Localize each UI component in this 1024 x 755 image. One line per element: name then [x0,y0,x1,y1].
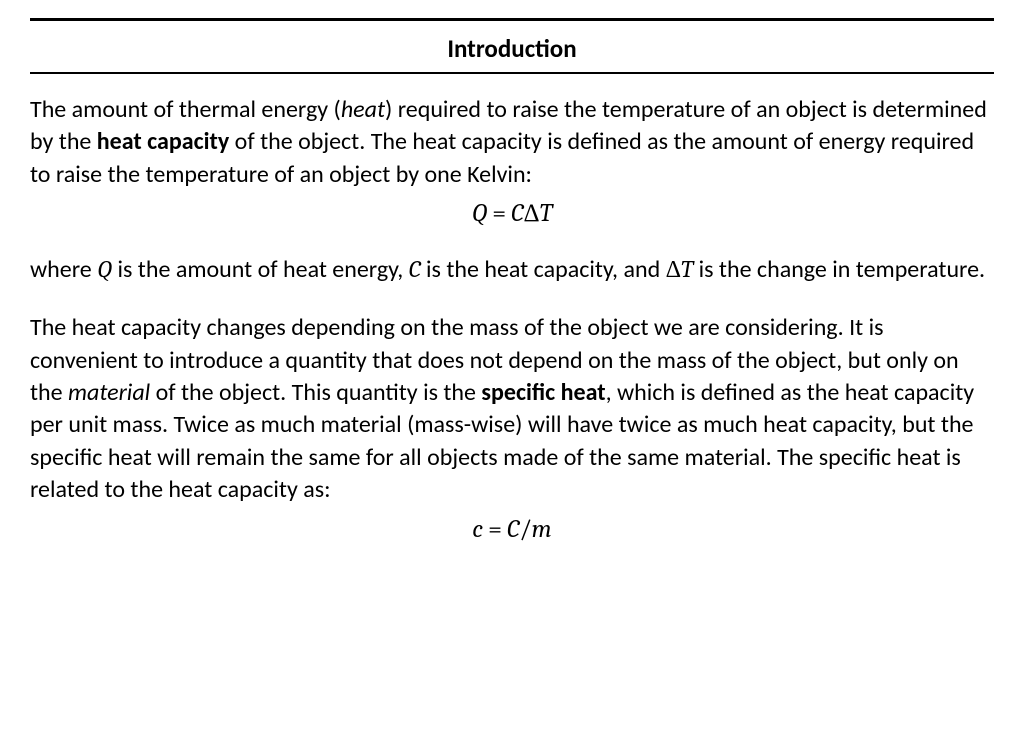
math-op-equals: = [483,515,507,544]
math-var-C2: C [507,515,519,544]
equation-1: Q=CΔT [30,197,994,231]
text: is the change in temperature. [693,255,985,284]
rule-under-title [30,72,994,74]
text: where [30,255,97,284]
text: is the amount of heat energy, [112,255,409,284]
math-var-T-inline: T [681,255,693,283]
italic-term-heat: heat [341,95,385,124]
math-delta: Δ [524,199,540,228]
math-var-Q-inline: Q [97,255,112,283]
bold-term-heat-capacity: heat capacity [97,127,229,156]
text: The amount of thermal energy ( [30,95,341,124]
paragraph-1: The amount of thermal energy (heat) requ… [30,94,994,191]
math-var-Q: Q [472,199,488,228]
math-var-T: T [540,199,553,228]
text: of the object. This quantity is the [150,378,481,407]
math-var-m: m [532,515,552,544]
equation-2: c=C/m [30,513,994,547]
document-page: Introduction The amount of thermal energ… [0,0,1024,755]
rule-top [30,18,994,21]
paragraph-2: where Q is the amount of heat energy, C … [30,253,994,286]
paragraph-3: The heat capacity changes depending on t… [30,312,994,506]
math-var-C: C [511,199,523,228]
italic-term-material: material [68,378,150,407]
math-var-c: c [472,515,483,544]
body-text: The amount of thermal energy (heat) requ… [30,94,994,546]
math-op-equals: = [487,199,511,228]
paragraph-spacer [30,292,994,312]
bold-term-specific-heat: specific heat [481,378,605,407]
text: is the heat capacity, and [421,255,666,284]
section-title: Introduction [30,29,994,72]
math-op-slash: / [519,515,531,544]
math-delta-inline: Δ [666,255,681,283]
math-var-C-inline: C [409,255,421,283]
